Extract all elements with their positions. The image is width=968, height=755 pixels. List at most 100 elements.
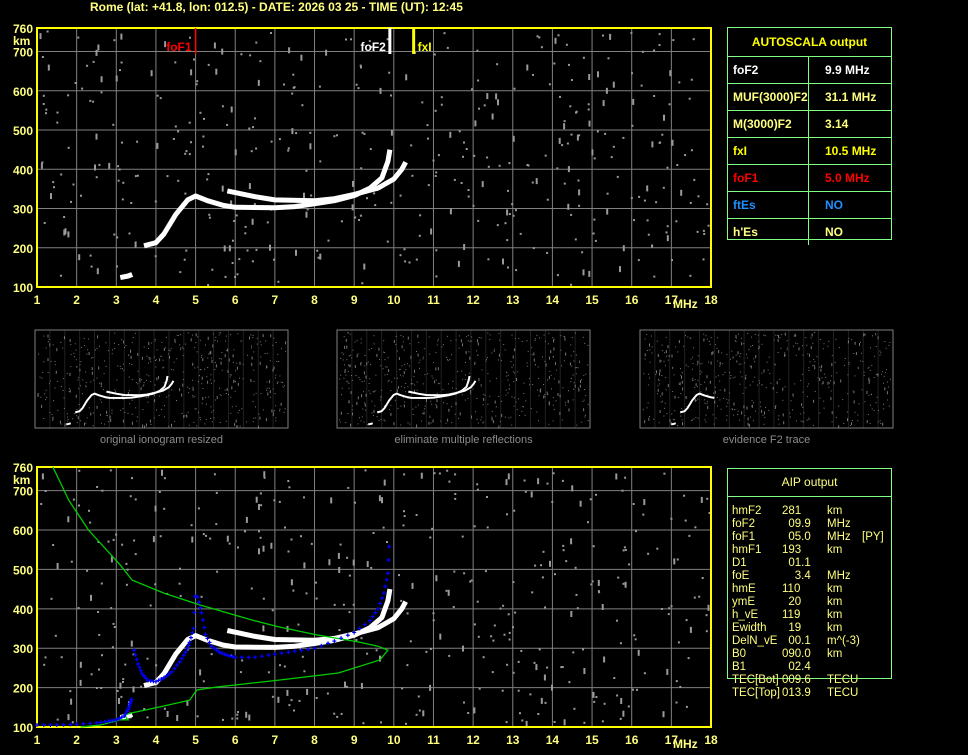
noise-dot: [119, 682, 122, 689]
noise-dot: [44, 656, 47, 659]
noise-dot: [178, 582, 181, 585]
trace-f-o-trace: [376, 375, 471, 414]
noise-dot: [578, 134, 581, 137]
noise-dot: [347, 332, 349, 334]
noise-dot: [201, 376, 203, 380]
noise-dot: [339, 419, 341, 421]
noise-dot: [354, 216, 357, 219]
noise-dot: [700, 384, 702, 385]
noise-dot: [728, 399, 730, 401]
noise-dot: [55, 370, 57, 374]
noise-dot: [750, 365, 752, 369]
noise-dot: [402, 341, 404, 343]
noise-dot: [436, 405, 438, 409]
noise-dot: [382, 368, 384, 370]
noise-dot: [716, 397, 718, 399]
noise-dot: [378, 495, 381, 502]
aip-row: h_vE 119 km: [732, 609, 884, 622]
noise-dot: [490, 635, 493, 638]
noise-dot: [489, 395, 491, 397]
autoscala-label: h'Es: [728, 219, 809, 245]
noise-dot: [416, 381, 418, 383]
noise-dot: [473, 707, 476, 714]
noise-dot: [390, 390, 392, 392]
noise-dot: [617, 576, 620, 579]
noise-dot: [696, 386, 698, 387]
noise-dot: [406, 612, 409, 615]
noise-dot: [408, 261, 411, 264]
noise-dot: [581, 421, 583, 423]
noise-dot: [130, 202, 133, 204]
x-tick-label: 15: [585, 293, 599, 307]
noise-dot: [740, 363, 742, 365]
noise-dot: [849, 425, 851, 426]
noise-dot: [375, 374, 377, 376]
noise-dot: [336, 134, 338, 137]
noise-dot: [540, 564, 542, 567]
noise-dot: [677, 351, 679, 353]
noise-dot: [747, 332, 749, 334]
noise-dot: [864, 401, 866, 403]
noise-dot: [678, 340, 680, 344]
noise-dot: [746, 353, 747, 355]
noise-dot: [853, 353, 855, 354]
noise-dot: [469, 340, 471, 342]
noise-dot: [60, 173, 63, 176]
noise-dot: [593, 218, 596, 221]
aip-param-unit: TECU: [827, 674, 859, 686]
noise-dot: [345, 338, 347, 342]
noise-dot: [403, 371, 405, 375]
noise-dot: [685, 619, 688, 622]
noise-dot: [864, 333, 866, 335]
noise-dot: [823, 343, 825, 345]
noise-dot: [341, 387, 343, 389]
noise-dot: [597, 590, 600, 593]
noise-dot: [784, 353, 786, 357]
noise-dot: [167, 353, 169, 355]
noise-dot: [140, 685, 143, 688]
noise-dot: [404, 391, 406, 393]
noise-dot: [813, 359, 815, 361]
noise-dot: [822, 348, 824, 350]
noise-dot: [742, 392, 744, 394]
noise-dot: [174, 420, 176, 422]
noise-dot: [442, 344, 444, 346]
noise-dot: [266, 352, 268, 354]
noise-dot: [690, 78, 693, 81]
noise-dot: [275, 405, 277, 407]
noise-dot: [564, 401, 566, 403]
noise-dot: [655, 374, 657, 376]
noise-dot: [92, 357, 94, 358]
noise-dot: [365, 375, 367, 379]
noise-dot: [48, 339, 50, 340]
model-trace-cross: [380, 596, 385, 601]
noise-dot: [429, 684, 432, 691]
noise-dot: [734, 340, 736, 342]
noise-dot: [622, 136, 625, 139]
noise-dot: [78, 504, 80, 507]
noise-dot: [40, 503, 43, 505]
trace-f-o-trace: [143, 149, 393, 249]
noise-dot: [238, 258, 241, 261]
noise-dot: [319, 253, 322, 260]
noise-dot: [779, 378, 781, 380]
noise-dot: [417, 695, 420, 698]
noise-dot: [757, 334, 759, 336]
noise-dot: [108, 162, 111, 169]
noise-dot: [628, 563, 631, 566]
noise-dot: [637, 259, 640, 262]
noise-dot: [704, 419, 706, 421]
marker-label-fof1: foF1: [166, 40, 192, 54]
noise-dot: [831, 363, 833, 367]
noise-dot: [513, 397, 515, 399]
x-tick-label: 16: [625, 293, 639, 307]
noise-dot: [531, 347, 533, 349]
noise-dot: [555, 362, 556, 366]
noise-dot: [435, 171, 438, 174]
noise-dot: [393, 422, 395, 426]
noise-dot: [563, 719, 566, 726]
noise-dot: [431, 375, 433, 377]
noise-dot: [129, 403, 131, 405]
model-trace-cross: [167, 671, 172, 676]
noise-dot: [875, 402, 877, 404]
